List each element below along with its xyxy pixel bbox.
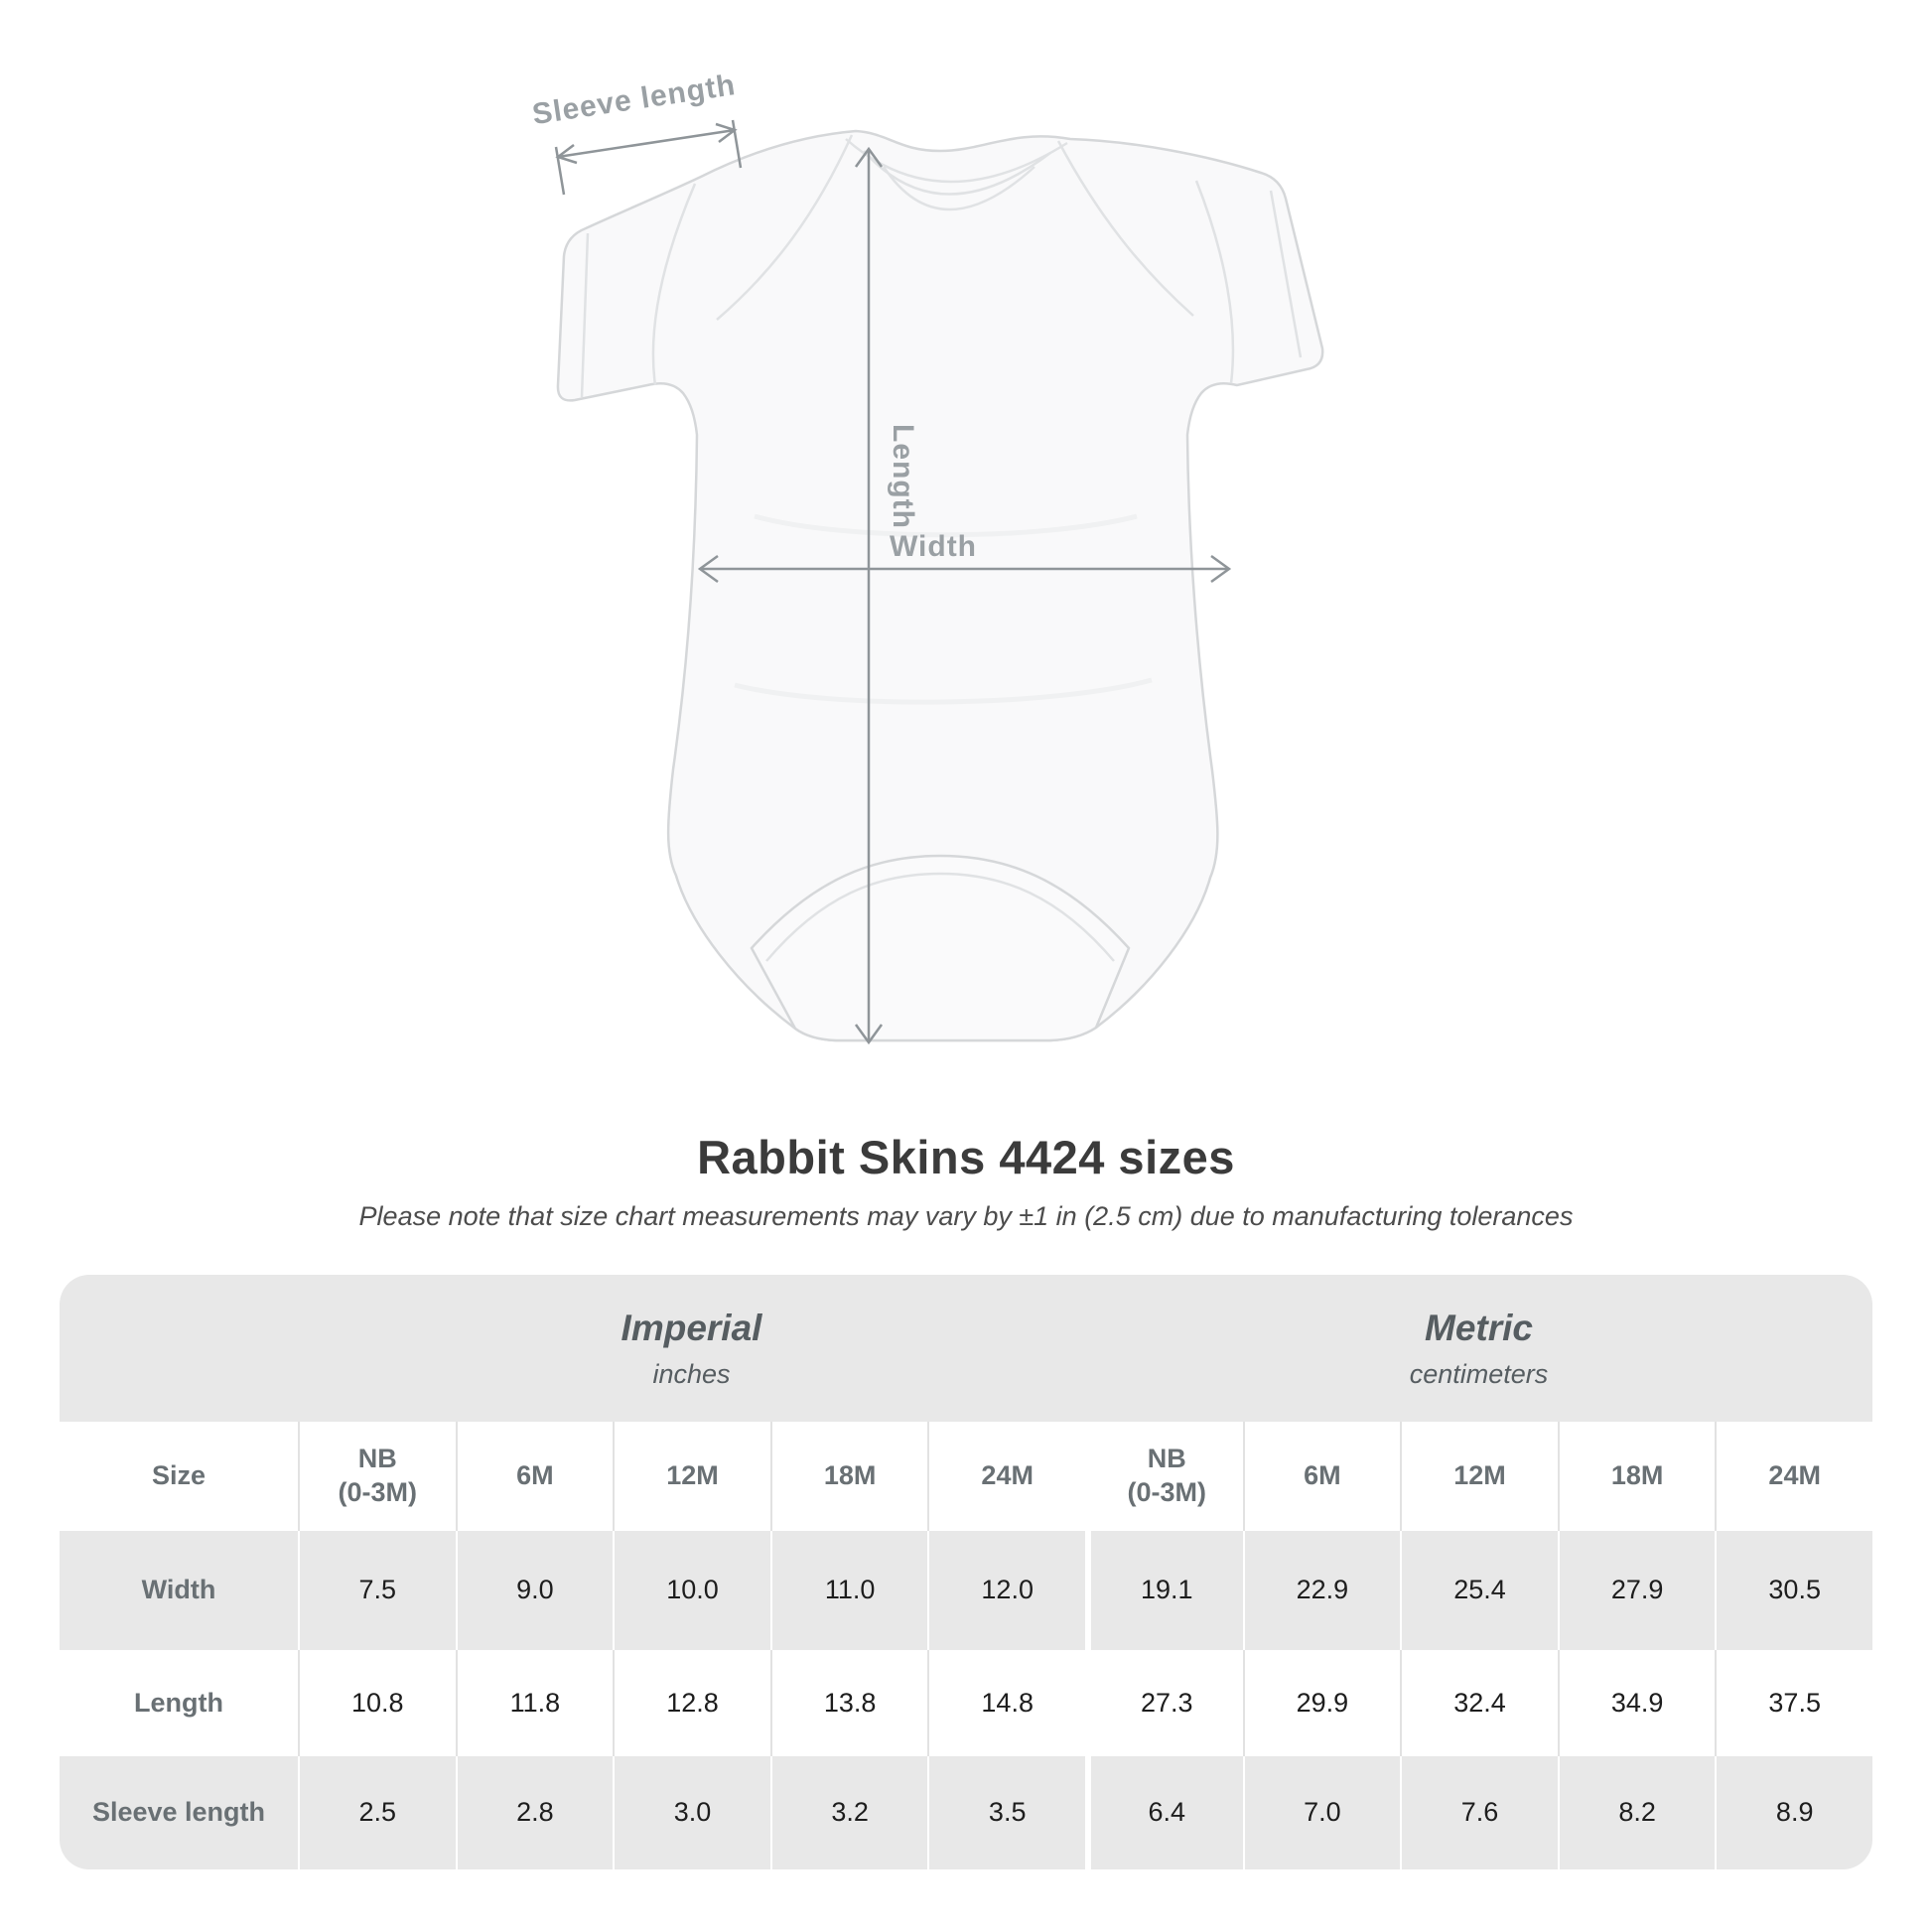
table-cell: 11.8 xyxy=(455,1650,614,1756)
width-label: Width xyxy=(890,530,977,563)
section-header-row: Imperial inches Metric centimeters xyxy=(60,1275,1872,1422)
right-cuff-seam xyxy=(1269,190,1303,358)
metric-unit: centimeters xyxy=(1409,1358,1549,1389)
table-cell: 34.9 xyxy=(1557,1650,1716,1756)
table-cell: 2.8 xyxy=(455,1756,614,1869)
crotch-flap-seam xyxy=(765,872,1115,962)
row-label: Length xyxy=(134,1687,223,1718)
table-cell: 27.9 xyxy=(1557,1531,1716,1650)
size-header-row: Size NB (0-3M) 6M 12M 18M 24M NB (0-3M) … xyxy=(60,1422,1872,1531)
page-title: Rabbit Skins 4424 sizes xyxy=(697,1131,1235,1183)
sleeve-length-row: Sleeve length 2.5 2.8 3.0 3.2 3.5 6.4 7.… xyxy=(60,1756,1872,1869)
right-shoulder-flap-seam xyxy=(1056,140,1194,317)
sleeve-length-label: Sleeve length xyxy=(530,69,738,131)
table-cell: 10.8 xyxy=(298,1650,456,1756)
row-label: Sleeve length xyxy=(91,1797,266,1828)
column-header: 18M xyxy=(769,1422,928,1531)
bodysuit-diagram: Length Width Sleeve length xyxy=(530,69,1324,1045)
left-shoulder-flap-seam xyxy=(716,134,854,321)
fabric-fold xyxy=(734,677,1153,705)
fabric-fold xyxy=(754,513,1138,538)
metric-section-header: Metric centimeters xyxy=(1085,1275,1872,1422)
table-cell: 13.8 xyxy=(769,1650,928,1756)
column-header: 24M xyxy=(1715,1422,1872,1531)
table-cell: 8.9 xyxy=(1715,1756,1872,1869)
table-cell: 11.0 xyxy=(769,1531,928,1650)
column-header: 18M xyxy=(1557,1422,1716,1531)
metric-label: Metric xyxy=(1425,1307,1533,1348)
column-header: 24M xyxy=(927,1422,1085,1531)
column-header: 6M xyxy=(1242,1422,1401,1531)
imperial-label: Imperial xyxy=(621,1307,762,1348)
table-cell: 2.5 xyxy=(298,1756,456,1869)
width-arrow xyxy=(697,554,1232,584)
table-cell: 37.5 xyxy=(1715,1650,1872,1756)
collar-band-seam xyxy=(882,166,1035,211)
sleeve-length-arrow xyxy=(554,119,743,196)
length-row: Length 10.8 11.8 12.8 13.8 14.8 27.3 29.… xyxy=(60,1650,1872,1756)
table-cell: 27.3 xyxy=(1085,1650,1243,1756)
table-cell: 3.0 xyxy=(613,1756,770,1869)
left-cuff-seam xyxy=(580,232,590,398)
imperial-section-header: Imperial inches xyxy=(298,1275,1085,1422)
table-cell: 32.4 xyxy=(1400,1650,1558,1756)
table-cell: 7.0 xyxy=(1242,1756,1401,1869)
length-label: Length xyxy=(887,424,919,529)
crotch-flap xyxy=(750,854,1131,1042)
size-header-label: Size xyxy=(151,1460,207,1491)
table-cell: 25.4 xyxy=(1400,1531,1558,1650)
table-cell: 7.6 xyxy=(1400,1756,1558,1869)
table-cell: 12.0 xyxy=(927,1531,1085,1650)
table-cell: 29.9 xyxy=(1242,1650,1401,1756)
column-header: 6M xyxy=(455,1422,614,1531)
table-cell: 3.5 xyxy=(927,1756,1085,1869)
table-cell: 30.5 xyxy=(1715,1531,1872,1650)
table-cell: 22.9 xyxy=(1242,1531,1401,1650)
length-arrow xyxy=(854,146,884,1045)
column-header: 12M xyxy=(1400,1422,1558,1531)
table-cell: 12.8 xyxy=(613,1650,770,1756)
size-table: Imperial inches Metric centimeters Size … xyxy=(60,1275,1872,1869)
table-cell: 19.1 xyxy=(1085,1531,1243,1650)
right-armhole-seam xyxy=(1194,180,1235,384)
row-label: Width xyxy=(141,1575,216,1605)
table-cell: 7.5 xyxy=(298,1531,456,1650)
table-cell: 8.2 xyxy=(1557,1756,1716,1869)
imperial-unit: inches xyxy=(652,1358,731,1389)
tolerance-note: Please note that size chart measurements… xyxy=(358,1201,1574,1231)
column-header: 12M xyxy=(613,1422,770,1531)
table-cell: 9.0 xyxy=(455,1531,614,1650)
table-cell: 10.0 xyxy=(613,1531,770,1650)
table-cell: 6.4 xyxy=(1085,1756,1243,1869)
table-cell: 3.2 xyxy=(769,1756,928,1869)
column-header: NB (0-3M) xyxy=(298,1422,456,1531)
collar-inner-seam xyxy=(863,150,1051,196)
left-armhole-seam xyxy=(651,183,697,386)
column-header: NB (0-3M) xyxy=(1085,1422,1243,1531)
width-row: Width 7.5 9.0 10.0 11.0 12.0 19.1 22.9 2… xyxy=(60,1531,1872,1650)
table-cell: 14.8 xyxy=(927,1650,1085,1756)
section-corner-cell xyxy=(60,1275,298,1422)
